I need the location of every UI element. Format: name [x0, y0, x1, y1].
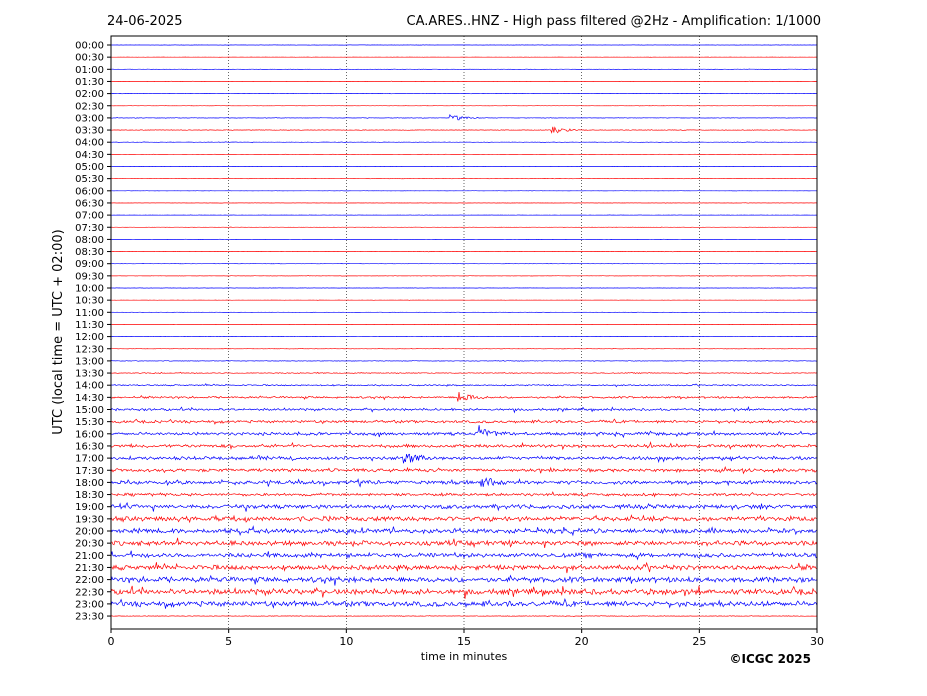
y-tick-label-32: 16:00 [75, 429, 104, 440]
y-tick-label-11: 05:30 [75, 174, 104, 185]
y-tick-label-36: 18:00 [75, 478, 104, 489]
x-tick-label-6: 30 [810, 635, 824, 648]
trace-16-00 [110, 425, 818, 439]
y-tick-label-8: 04:00 [75, 138, 104, 149]
trace-19-00 [110, 501, 818, 512]
y-tick-label-35: 17:30 [75, 466, 104, 477]
y-tick-label-43: 21:30 [75, 563, 104, 574]
y-tick-label-38: 19:00 [75, 502, 104, 513]
trace-08-30 [110, 250, 818, 253]
y-tick-label-28: 14:00 [75, 381, 104, 392]
trace-03-00 [110, 114, 818, 121]
y-tick-label-34: 17:00 [75, 454, 104, 465]
y-tick-label-19: 09:30 [75, 271, 104, 282]
y-tick-label-24: 12:00 [75, 332, 104, 343]
trace-09-30 [111, 275, 818, 277]
y-tick-label-37: 18:30 [75, 490, 104, 501]
y-tick-label-12: 06:00 [75, 186, 104, 197]
y-tick-label-21: 10:30 [75, 296, 104, 307]
x-tick-label-0: 0 [108, 635, 115, 648]
trace-12-30 [111, 348, 817, 350]
y-tick-label-45: 22:30 [75, 587, 104, 598]
trace-21-30 [110, 561, 818, 574]
trace-15-30 [110, 418, 818, 425]
y-tick-label-1: 00:30 [75, 53, 104, 64]
y-tick-label-27: 13:30 [75, 369, 104, 380]
y-tick-label-31: 15:30 [75, 417, 104, 428]
y-tick-label-30: 15:00 [75, 405, 104, 416]
trace-18-30 [111, 491, 818, 498]
x-ticks: 0 5 10 15 20 25 30 [108, 629, 824, 648]
y-tick-label-22: 11:00 [75, 308, 104, 319]
trace-22-30 [110, 585, 818, 599]
trace-14-30 [110, 392, 818, 402]
y-tick-label-41: 20:30 [75, 539, 104, 550]
y-tick-label-47: 23:30 [75, 612, 104, 623]
trace-23-30 [111, 615, 818, 618]
y-tick-label-46: 23:00 [75, 599, 104, 610]
y-tick-label-9: 04:30 [75, 150, 104, 161]
trace-21-00 [110, 550, 818, 561]
chart-date-title: 24-06-2025 [107, 14, 183, 29]
trace-23-00 [110, 598, 818, 609]
y-tick-label-17: 08:30 [75, 247, 104, 258]
y-tick-label-13: 06:30 [75, 198, 104, 209]
trace-17-00 [110, 453, 818, 464]
y-tick-label-20: 10:00 [75, 284, 104, 295]
trace-19-30 [110, 514, 818, 524]
y-tick-label-7: 03:30 [75, 126, 104, 137]
y-tick-label-14: 07:00 [75, 211, 104, 222]
y-tick-label-33: 16:30 [75, 441, 104, 452]
y-tick-label-10: 05:00 [75, 162, 104, 173]
trace-20-00 [110, 525, 818, 537]
chart-station-title: CA.ARES..HNZ - High pass filtered @2Hz -… [407, 14, 821, 29]
trace-22-00 [110, 574, 818, 586]
trace-13-00 [110, 359, 818, 362]
y-tick-label-4: 02:00 [75, 89, 104, 100]
trace-01-30 [110, 80, 818, 83]
trace-18-00 [110, 477, 818, 488]
y-tick-label-2: 01:00 [75, 65, 104, 76]
trace-17-30 [110, 466, 818, 475]
trace-13-30 [110, 371, 818, 375]
trace-01-00 [110, 68, 818, 71]
trace-05-30 [110, 178, 817, 180]
y-tick-label-44: 22:00 [75, 575, 104, 586]
y-tick-label-18: 09:00 [75, 259, 104, 270]
y-tick-label-25: 12:30 [75, 344, 104, 355]
x-tick-label-4: 20 [575, 635, 589, 648]
trace-rows [110, 44, 818, 618]
trace-16-30 [110, 440, 818, 451]
plot-frame [110, 35, 818, 630]
x-tick-label-1: 5 [225, 635, 232, 648]
x-axis-label: time in minutes [421, 650, 508, 663]
y-tick-label-39: 19:30 [75, 514, 104, 525]
y-tick-label-6: 03:00 [75, 113, 104, 124]
y-tick-label-3: 01:30 [75, 77, 104, 88]
trace-03-30 [110, 126, 818, 134]
x-tick-label-5: 25 [692, 635, 706, 648]
y-axis-label: UTC (local time = UTC + 02:00) [51, 229, 66, 434]
y-tick-label-26: 13:00 [75, 356, 104, 367]
trace-14-00 [110, 383, 818, 388]
trace-06-30 [110, 202, 818, 204]
y-tick-label-16: 08:00 [75, 235, 104, 246]
trace-15-00 [110, 405, 818, 414]
y-tick-label-5: 02:30 [75, 101, 104, 112]
y-tick-label-29: 14:30 [75, 393, 104, 404]
y-tick-label-15: 07:30 [75, 223, 104, 234]
x-tick-label-3: 15 [457, 635, 471, 648]
y-tick-label-23: 11:30 [75, 320, 104, 331]
y-tick-label-42: 21:00 [75, 551, 104, 562]
credit-label: ©ICGC 2025 [729, 652, 811, 666]
y-tick-label-40: 20:00 [75, 527, 104, 538]
trace-20-30 [110, 537, 818, 549]
x-tick-label-2: 10 [339, 635, 353, 648]
y-tick-label-0: 00:00 [75, 41, 104, 52]
x-gridlines [228, 36, 700, 629]
trace-04-00 [110, 141, 818, 144]
trace-07-30 [110, 226, 817, 228]
